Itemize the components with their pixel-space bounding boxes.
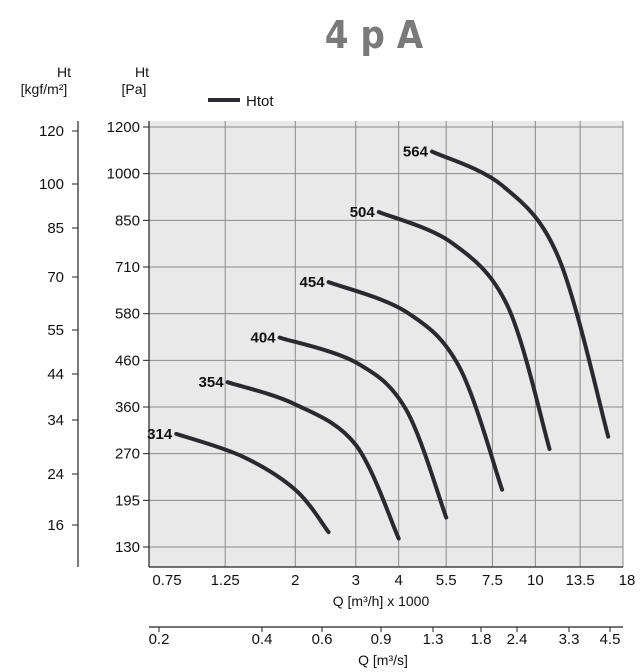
curve-label-564: 564 — [403, 144, 429, 161]
pa-tick-label: 1000 — [107, 166, 140, 183]
kgf-tick-labels: 120 100 85 70 55 44 34 24 16 — [39, 123, 78, 534]
m3s-tick-label: 3.3 — [559, 631, 580, 648]
m3h-tick-labels: 0.75 1.25 2 3 4 5.5 7.5 10 13.5 18 — [152, 572, 635, 589]
grid — [149, 121, 624, 567]
kgf-tick-label: 85 — [47, 220, 64, 237]
curve-564 — [430, 149, 611, 439]
m3h-tick-label: 10 — [527, 572, 544, 589]
kgf-axis-title-line2: [kgf/m²] — [21, 81, 68, 97]
pa-tick-label: 580 — [115, 306, 140, 323]
m3h-axis-title: Q [m³/h] x 1000 — [333, 593, 430, 609]
m3s-tick-label: 0.9 — [371, 631, 392, 648]
curve-label-314: 314 — [147, 426, 173, 443]
m3h-tick-label: 4 — [394, 572, 402, 589]
kgf-tick-label: 44 — [47, 366, 64, 383]
m3h-tick-label: 18 — [619, 572, 636, 589]
curve-454 — [326, 280, 505, 492]
kgf-tick-label: 100 — [39, 176, 64, 193]
legend-label: Htot — [246, 93, 274, 110]
pa-tick-label: 195 — [115, 492, 140, 509]
m3s-tick-label: 1.3 — [423, 631, 444, 648]
m3h-tick-label: 3 — [352, 572, 360, 589]
m3s-tick-label: 4.5 — [600, 631, 621, 648]
curve-504 — [376, 210, 552, 451]
pa-tick-label: 1200 — [107, 119, 140, 136]
m3h-tick-label: 0.75 — [152, 572, 181, 589]
pa-tick-label: 360 — [115, 399, 140, 416]
plot-area — [149, 121, 623, 567]
m3h-tick-label: 7.5 — [482, 572, 503, 589]
m3s-axis-title: Q [m³/s] — [358, 652, 408, 668]
kgf-axis-title-line1: Ht — [57, 64, 71, 80]
chart-title: 4 p A — [325, 13, 424, 57]
curve-label-504: 504 — [350, 204, 376, 221]
kgf-tick-label: 16 — [47, 517, 64, 534]
m3h-tick-label: 1.25 — [211, 572, 240, 589]
pa-tick-label: 270 — [115, 446, 140, 463]
m3s-tick-label: 0.2 — [149, 631, 170, 648]
pa-axis-title-line2: [Pa] — [122, 81, 147, 97]
kgf-tick-label: 34 — [47, 412, 64, 429]
kgf-tick-label: 24 — [47, 466, 64, 483]
m3h-tick-label: 13.5 — [565, 572, 594, 589]
pa-tick-label: 710 — [115, 259, 140, 276]
m3s-tick-label: 1.8 — [471, 631, 492, 648]
pa-tick-label: 130 — [115, 539, 140, 556]
curve-label-354: 354 — [199, 374, 225, 391]
pa-tick-label: 460 — [115, 352, 140, 369]
curve-label-404: 404 — [251, 330, 277, 347]
curve-354 — [225, 380, 401, 541]
pa-axis-title-line1: Ht — [135, 64, 149, 80]
kgf-tick-label: 55 — [47, 322, 64, 339]
m3s-tick-label: 0.4 — [252, 631, 273, 648]
m3s-tick-label: 0.6 — [312, 631, 333, 648]
curves: 314 354 404 454 504 564 — [147, 144, 611, 541]
m3h-tick-label: 2 — [291, 572, 299, 589]
curve-404 — [277, 335, 449, 520]
m3s-tick-label: 2.4 — [507, 631, 528, 648]
curve-label-454: 454 — [300, 274, 326, 291]
kgf-tick-label: 70 — [47, 269, 64, 286]
curve-314 — [174, 431, 331, 535]
m3h-tick-label: 5.5 — [436, 572, 457, 589]
m3s-tick-labels: 0.2 0.4 0.6 0.9 1.3 1.8 2.4 3.3 4.5 — [149, 627, 621, 648]
pa-tick-labels: 1200 1000 850 710 580 460 360 270 195 130 — [107, 119, 149, 556]
kgf-tick-label: 120 — [39, 123, 64, 140]
pa-tick-label: 850 — [115, 212, 140, 229]
